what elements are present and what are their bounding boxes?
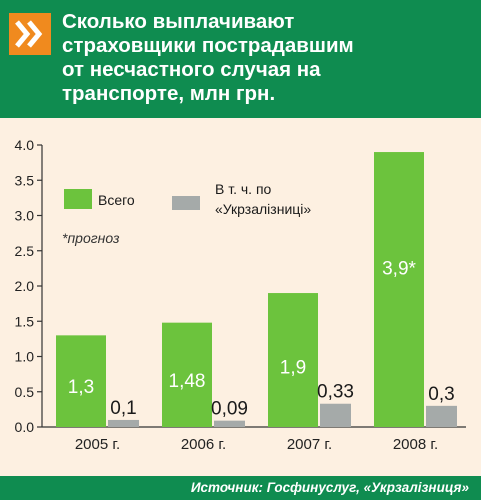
forecast-note: *прогноз (62, 230, 120, 246)
data-label-total: 1,48 (169, 371, 206, 392)
data-label-ukrz: 0,33 (317, 382, 354, 403)
y-tick-labels: 0.0 0.5 1.0 1.5 2.0 2.5 3.0 3.5 4.0 (15, 137, 42, 435)
data-label-total: 3,9* (382, 259, 416, 280)
y-tick-label: 3.5 (15, 172, 35, 188)
y-tick-label: 0.0 (15, 419, 35, 435)
legend-swatch-total (64, 189, 92, 209)
y-tick-label: 0.5 (15, 384, 35, 400)
data-label-total: 1,9 (280, 358, 306, 379)
legend-label-ukrz-line1: В т. ч. по (215, 181, 272, 197)
y-tick-label: 1.0 (15, 349, 35, 365)
data-labels: 1,3 0,1 1,480,09 1,9 0,33 3,9* 0,3 (68, 259, 455, 420)
y-tick-label: 4.0 (15, 137, 35, 153)
chart-title: Сколько выплачивают страховщики пострада… (62, 10, 474, 106)
y-tick-label: 2.0 (15, 278, 35, 294)
double-chevron-right-icon (9, 13, 51, 55)
bar-ukrz (426, 405, 457, 427)
legend-swatch-ukrz (172, 196, 200, 210)
category-label: 2008 г. (393, 436, 438, 453)
header-banner: Сколько выплачивают страховщики пострада… (0, 0, 481, 118)
bar-ukrz (320, 403, 351, 427)
bar-chart: 0.00.51.01.52.02.53.03.54.0 1,30,11,480,… (15, 137, 466, 453)
data-label-total: 1,3 (68, 377, 94, 398)
category-label: 2005 г. (75, 436, 120, 453)
footer-banner: Источник: Госфинуслуг, «Укрзалізниця» (0, 476, 481, 500)
data-label-ukrz: 0,1 (110, 398, 136, 419)
legend: Всего В т. ч. по «Укрзалізниці» (64, 181, 311, 217)
bar-total (374, 152, 424, 428)
bar-ukrz (108, 419, 139, 427)
category-label: 2007 г. (287, 436, 332, 453)
title-line: страховщики пострадавшим (62, 34, 354, 57)
bar-total (162, 322, 212, 427)
source-text: Источник: Госфинуслуг, «Укрзалізниця» (190, 480, 469, 495)
data-label-ukrz: 0,09 (211, 399, 248, 420)
legend-label-total: Всего (98, 192, 135, 208)
title-line: от несчастного случая на (62, 58, 321, 81)
category-labels: 2005 г. 2006 г. 2007 г. 2008 г. (75, 436, 438, 453)
legend-label-ukrz-line2: «Укрзалізниці» (215, 201, 311, 217)
data-label-ukrz: 0,3 (428, 384, 454, 405)
y-tick-label: 1.5 (15, 313, 35, 329)
y-tick-label: 3.0 (15, 208, 35, 224)
bar-total (56, 335, 106, 427)
y-tick-label: 2.5 (15, 243, 35, 259)
category-label: 2006 г. (181, 436, 226, 453)
title-line: Сколько выплачивают (62, 10, 295, 33)
bar-marks (56, 152, 457, 428)
bar-total (268, 293, 318, 427)
bar-ukrz (214, 420, 245, 427)
title-line: транспорте, млн грн. (62, 82, 276, 105)
